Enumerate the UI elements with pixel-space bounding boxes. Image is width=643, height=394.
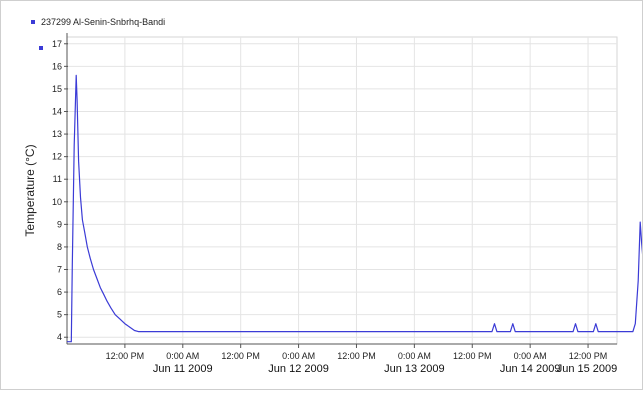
legend-entry: 237299 Al-Senin-Snbrhq-Bandi [41, 17, 165, 27]
x-day-label: Jun 14 2009 [500, 363, 561, 375]
x-tick-label: 12:00 PM [221, 351, 260, 361]
y-tick-label: 5 [57, 310, 62, 320]
y-tick-label: 10 [52, 197, 62, 207]
legend-swatch [31, 20, 35, 24]
plot-area [66, 36, 618, 345]
x-tick-label: 12:00 PM [569, 351, 608, 361]
x-tick-label: 0:00 AM [398, 351, 431, 361]
y-tick-label: 9 [57, 219, 62, 229]
y-tick-label: 12 [52, 152, 62, 162]
x-tick-label: 0:00 AM [282, 351, 315, 361]
y-tick-label: 4 [57, 332, 62, 342]
y-tick-label: 6 [57, 287, 62, 297]
y-tick-label: 14 [52, 106, 62, 116]
x-axis: 12:00 PM 0:00 AM 12:00 PM 0:00 AM 12:00 PM 0:… [67, 343, 618, 375]
series-line [67, 74, 643, 343]
y-axis-label: Temperature (°C) [23, 144, 37, 236]
y-tick-label: 17 [52, 39, 62, 49]
x-tick-label: 12:00 PM [337, 351, 376, 361]
y-tick-label: 7 [57, 265, 62, 275]
y-axis: 4 5 6 7 8 9 10 11 12 13 14 15 16 17 [39, 33, 68, 344]
axis-top-marker [39, 46, 43, 50]
x-tick-label: 0:00 AM [166, 351, 199, 361]
y-tick-label: 15 [52, 84, 62, 94]
x-tick-label: 12:00 PM [453, 351, 492, 361]
y-tick-label: 8 [57, 242, 62, 252]
series-layer [67, 74, 643, 343]
x-day-label: Jun 13 2009 [384, 363, 445, 375]
y-tick-label: 11 [53, 174, 62, 184]
x-tick-label: 0:00 AM [514, 351, 547, 361]
x-day-label: Jun 15 2009 [557, 363, 618, 375]
grid [66, 36, 618, 345]
x-day-label: Jun 12 2009 [268, 363, 329, 375]
y-tick-label: 13 [52, 129, 62, 139]
legend: 237299 Al-Senin-Snbrhq-Bandi [31, 17, 165, 27]
x-tick-label: 12:00 PM [106, 351, 145, 361]
y-tick-label: 16 [52, 61, 62, 71]
x-day-label: Jun 11 2009 [153, 363, 213, 375]
